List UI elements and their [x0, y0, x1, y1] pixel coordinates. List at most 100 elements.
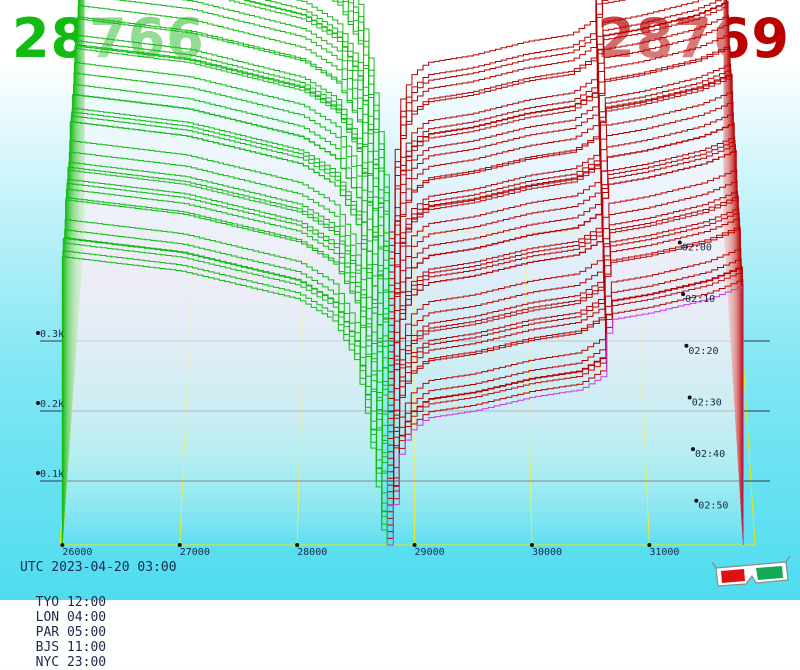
grid-layer — [40, 231, 770, 546]
ask-depth-line — [388, 63, 732, 340]
time-tick-dot — [677, 240, 682, 245]
ask-depth-line — [387, 271, 743, 526]
ask-depth-line — [389, 0, 727, 260]
time-tick-label: 02:00 — [682, 243, 712, 254]
ask-depth-line — [389, 0, 725, 233]
bid-depth-line — [70, 115, 389, 419]
x-tick-label: 28000 — [297, 547, 327, 558]
bid-depth-line — [83, 0, 390, 232]
bid-depth-line — [67, 169, 389, 459]
time-tick-label: 02:50 — [698, 501, 728, 512]
bid-depth-line — [64, 219, 388, 506]
ask-depth-line — [387, 258, 742, 513]
ask-depth-line — [389, 23, 730, 313]
x-tick-dot — [529, 543, 534, 547]
x-tick-label: 31000 — [649, 547, 679, 558]
x-tick-dot — [295, 543, 300, 547]
bid-depth-line — [75, 40, 389, 346]
ask-depth-line — [389, 1, 728, 286]
bid-depth-line — [80, 0, 390, 272]
z-tick-label: 0.3k — [40, 329, 64, 340]
zone-clock: PAR 05:00 — [35, 625, 107, 640]
x-gridline — [635, 231, 650, 546]
time-tick-label: 02:30 — [692, 397, 722, 408]
bid-depth-line — [63, 242, 388, 526]
ask-depth-line — [388, 101, 734, 380]
bid-depth-line — [79, 0, 390, 292]
zone-clock: NYC 23:00 — [35, 655, 107, 670]
bid-depth-line — [61, 256, 388, 545]
bid-depth-line — [78, 0, 390, 306]
ask-depth-line — [388, 149, 737, 433]
time-tick-label: 02:40 — [695, 449, 725, 460]
z-tick-dot — [36, 471, 40, 475]
bid-depth-line — [73, 72, 389, 379]
bid-depth-line — [66, 183, 389, 479]
time-tick-dot — [691, 447, 695, 452]
ask-depth-line — [387, 228, 741, 499]
ask-depth-line — [388, 76, 733, 360]
ask-depth-line — [389, 14, 729, 306]
utc-time: UTC 2023-04-20 03:00 — [20, 560, 177, 575]
time-tick-label: 02:20 — [688, 346, 718, 357]
x-gridline — [296, 231, 306, 546]
z-tick-label: 0.2k — [40, 399, 64, 410]
x-gridline — [179, 231, 196, 546]
3d-glasses-icon[interactable] — [712, 556, 792, 590]
time-tick-label: 02:10 — [685, 294, 715, 305]
x-tick-label: 26000 — [62, 547, 92, 558]
ask-depth-line — [388, 72, 732, 353]
bid-depth-line — [82, 0, 390, 246]
ask-depth-line — [389, 0, 726, 253]
z-tick-label: 0.1k — [40, 469, 64, 480]
ask-depth-line — [387, 284, 744, 546]
time-tick-dot — [694, 498, 699, 503]
ask-depth-line — [389, 0, 727, 273]
depth-chart-3d: 0.1k 0.2k 0.3k 26000 27000 28000 29000 30000 310… — [36, 0, 770, 558]
ask-depth-line — [387, 279, 744, 539]
x-tick-dot — [60, 543, 65, 547]
x-gridline — [524, 231, 533, 546]
x-tick-dot — [412, 543, 417, 547]
ask-depth-line — [388, 122, 735, 399]
ask-depth-line — [388, 180, 738, 446]
x-tick-dot — [177, 543, 182, 547]
ask-depth-line — [388, 144, 736, 419]
bid-depth-line — [71, 107, 389, 406]
world-clocks: TYO 12:00 LON 04:00 PAR 05:00 BJS 11:00 … — [20, 580, 130, 670]
ask-depth-line — [388, 47, 731, 333]
bid-depth-line — [79, 0, 390, 299]
bid-depth-line — [62, 250, 388, 539]
ask-depth-line — [387, 266, 743, 533]
x-tick-dot — [647, 543, 652, 547]
time-tick-dot — [687, 395, 692, 400]
x-gridline — [414, 231, 416, 546]
x-tick-label: 30000 — [532, 547, 562, 558]
bid-depth-line — [72, 94, 389, 399]
bid-depth-line — [62, 238, 388, 532]
ask-depth-line — [387, 265, 743, 519]
z-tick-dot — [36, 401, 40, 405]
bid-depth-line — [68, 161, 389, 452]
time-tick-dot — [684, 343, 689, 348]
bid-depth-line — [78, 0, 390, 312]
bid-depth-line — [83, 0, 390, 239]
bid-depth-line — [82, 0, 390, 252]
series-layer — [61, 0, 744, 546]
zone-clock: LON 04:00 — [35, 610, 107, 625]
time-tick-dot — [681, 292, 686, 297]
z-tick-dot — [36, 331, 40, 335]
zone-clock: BJS 11:00 — [35, 640, 107, 655]
bid-depth-line — [71, 111, 389, 412]
ask-depth-line — [387, 247, 742, 506]
ask-depth-line — [388, 74, 733, 366]
ask-depth-line — [387, 217, 741, 486]
bid-depth-line — [67, 166, 389, 466]
x-tick-label: 27000 — [180, 547, 210, 558]
zone-clock: TYO 12:00 — [35, 595, 107, 610]
label-layer: 0.1k 0.2k 0.3k 26000 27000 28000 29000 30000 310… — [36, 240, 728, 558]
ask-depth-line — [389, 5, 729, 293]
ask-depth-line — [387, 225, 741, 493]
x-tick-label: 29000 — [415, 547, 445, 558]
bid-depth-line — [68, 151, 389, 446]
